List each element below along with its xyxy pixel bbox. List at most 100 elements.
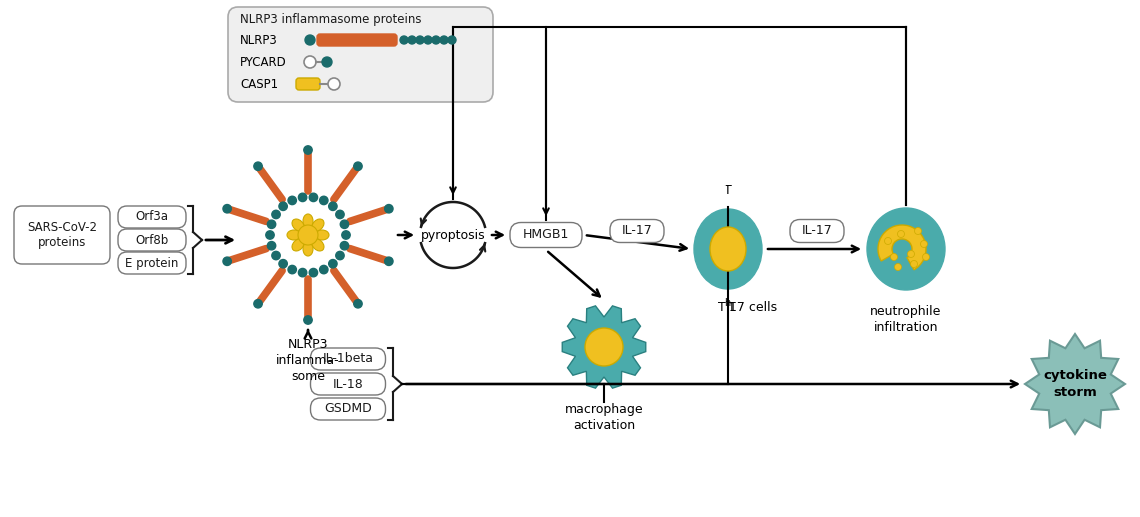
Text: E protein: E protein xyxy=(125,256,179,269)
FancyBboxPatch shape xyxy=(14,206,109,264)
Circle shape xyxy=(424,36,432,44)
Text: T: T xyxy=(718,301,726,314)
Circle shape xyxy=(448,36,456,44)
FancyBboxPatch shape xyxy=(310,398,385,420)
Circle shape xyxy=(304,56,316,68)
Text: PYCARD: PYCARD xyxy=(241,55,287,68)
Text: macrophage
activation: macrophage activation xyxy=(564,403,643,432)
Circle shape xyxy=(353,162,363,171)
Circle shape xyxy=(384,257,393,265)
Circle shape xyxy=(328,78,340,90)
Circle shape xyxy=(279,202,287,210)
Circle shape xyxy=(432,36,440,44)
Circle shape xyxy=(440,36,448,44)
Text: NLRP3 inflammasome proteins: NLRP3 inflammasome proteins xyxy=(241,13,422,26)
Text: pyroptosis: pyroptosis xyxy=(421,229,486,241)
Circle shape xyxy=(353,299,363,308)
Circle shape xyxy=(299,268,307,277)
Circle shape xyxy=(384,205,393,213)
Circle shape xyxy=(223,205,231,213)
Ellipse shape xyxy=(312,239,324,251)
Circle shape xyxy=(303,316,312,324)
FancyBboxPatch shape xyxy=(317,34,397,46)
Ellipse shape xyxy=(292,239,304,251)
Circle shape xyxy=(585,328,622,366)
Ellipse shape xyxy=(292,219,304,231)
FancyBboxPatch shape xyxy=(310,373,385,395)
Circle shape xyxy=(258,185,358,285)
FancyBboxPatch shape xyxy=(119,229,186,251)
Polygon shape xyxy=(562,306,645,388)
Text: IL-18: IL-18 xyxy=(333,377,364,390)
Text: h: h xyxy=(724,298,731,308)
Circle shape xyxy=(321,57,332,67)
Ellipse shape xyxy=(315,230,329,240)
Text: IL-1beta: IL-1beta xyxy=(323,353,374,366)
Circle shape xyxy=(319,196,328,205)
Circle shape xyxy=(319,265,328,274)
Circle shape xyxy=(254,162,262,171)
Ellipse shape xyxy=(303,242,314,256)
Circle shape xyxy=(268,220,276,229)
Circle shape xyxy=(890,253,897,261)
Circle shape xyxy=(298,225,318,245)
Circle shape xyxy=(306,35,315,45)
Circle shape xyxy=(400,36,408,44)
Ellipse shape xyxy=(287,230,301,240)
Circle shape xyxy=(914,227,921,235)
Text: NLRP3
inflamma-
some: NLRP3 inflamma- some xyxy=(276,338,340,383)
Text: Orf3a: Orf3a xyxy=(136,210,169,223)
FancyBboxPatch shape xyxy=(119,206,186,228)
Ellipse shape xyxy=(312,219,324,231)
Circle shape xyxy=(907,251,914,257)
Circle shape xyxy=(254,299,262,308)
FancyBboxPatch shape xyxy=(610,220,663,242)
Text: NLRP3: NLRP3 xyxy=(241,34,278,47)
Circle shape xyxy=(309,193,318,202)
Circle shape xyxy=(336,210,344,219)
Circle shape xyxy=(885,237,891,245)
Circle shape xyxy=(271,251,280,260)
Circle shape xyxy=(911,261,918,267)
Circle shape xyxy=(920,240,928,248)
Circle shape xyxy=(408,36,416,44)
Circle shape xyxy=(342,231,350,239)
Text: IL-17: IL-17 xyxy=(621,224,652,237)
Text: SARS-CoV-2
proteins: SARS-CoV-2 proteins xyxy=(27,221,97,249)
Circle shape xyxy=(303,146,312,154)
Circle shape xyxy=(288,265,296,274)
Text: CASP1: CASP1 xyxy=(241,78,278,90)
FancyBboxPatch shape xyxy=(296,78,320,90)
Circle shape xyxy=(328,202,337,210)
Ellipse shape xyxy=(303,214,314,228)
Circle shape xyxy=(416,36,424,44)
Circle shape xyxy=(223,257,231,265)
Circle shape xyxy=(340,241,349,250)
Wedge shape xyxy=(878,225,926,270)
Ellipse shape xyxy=(694,209,762,289)
Circle shape xyxy=(897,231,904,237)
FancyBboxPatch shape xyxy=(310,348,385,370)
Ellipse shape xyxy=(710,227,746,271)
Circle shape xyxy=(268,241,276,250)
Text: T: T xyxy=(718,184,726,197)
Circle shape xyxy=(922,253,929,261)
Polygon shape xyxy=(1025,334,1125,434)
Text: IL-17: IL-17 xyxy=(801,224,832,237)
Circle shape xyxy=(299,193,307,202)
Text: T: T xyxy=(728,301,735,314)
FancyBboxPatch shape xyxy=(510,222,583,248)
Circle shape xyxy=(336,251,344,260)
Text: cytokine
storm: cytokine storm xyxy=(1043,370,1107,399)
Circle shape xyxy=(279,260,287,268)
Text: HMGB1: HMGB1 xyxy=(523,229,569,241)
Text: T: T xyxy=(724,184,732,197)
Text: neutrophile
infiltration: neutrophile infiltration xyxy=(870,305,942,334)
Circle shape xyxy=(271,210,280,219)
Circle shape xyxy=(895,264,902,270)
Circle shape xyxy=(328,260,337,268)
Ellipse shape xyxy=(868,208,945,290)
FancyBboxPatch shape xyxy=(228,7,492,102)
FancyBboxPatch shape xyxy=(790,220,844,242)
Circle shape xyxy=(266,231,275,239)
